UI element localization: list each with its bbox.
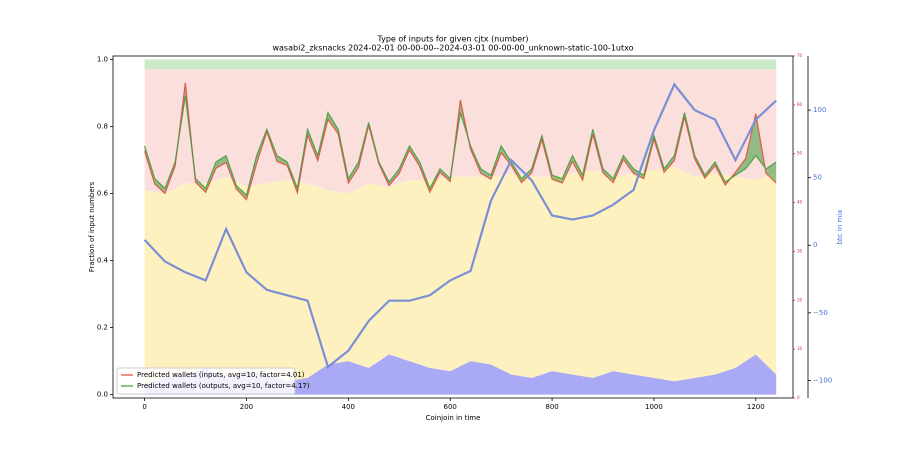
y3-tick-label: 50 (813, 174, 822, 182)
x-tick-label: 1000 (645, 403, 663, 411)
y2-tick-label: 10 (797, 346, 803, 351)
x-axis-label: Coinjoin in time (426, 414, 481, 422)
legend-label: Predicted wallets (inputs, avg=10, facto… (137, 371, 305, 379)
y3-tick-label: −50 (813, 309, 828, 317)
y-axis-label: Fraction of input numbers (88, 181, 96, 272)
x-tick-label: 800 (545, 403, 558, 411)
x-tick-label: 0 (142, 403, 146, 411)
y2-tick-label: 70 (797, 53, 803, 58)
y3-tick-label: 0 (813, 241, 817, 249)
legend-box (116, 367, 296, 395)
y2-tick-label: 0 (797, 395, 800, 400)
y3-axis-label: btc in mix (836, 210, 844, 245)
legend-label: Predicted wallets (outputs, avg=10, fact… (137, 382, 310, 390)
x-tick-label: 600 (444, 403, 457, 411)
chart-title: Type of inputs for given cjtx (number) (376, 35, 528, 44)
chart-subtitle: wasabi2_zksnacks 2024-02-01 00-00-00--20… (272, 44, 633, 53)
y3-tick-label: 100 (813, 106, 826, 114)
y-tick-label: 0.6 (97, 189, 109, 197)
x-tick-label: 200 (240, 403, 253, 411)
y2-tick-label: 50 (797, 151, 803, 156)
y-tick-label: 0.4 (97, 257, 109, 265)
series-line (144, 82, 777, 201)
btc-line (143, 82, 777, 369)
stack-area (144, 59, 777, 70)
y2-tick-label: 40 (797, 200, 803, 205)
y3-tick-label: −100 (813, 376, 832, 384)
x-tick-label: 400 (342, 403, 355, 411)
y2-tick-label: 20 (797, 297, 803, 302)
y-tick-label: 0.8 (97, 122, 108, 130)
y-tick-label: 0.0 (97, 391, 108, 399)
y2-tick-label: 30 (797, 248, 803, 253)
y-tick-label: 0.2 (97, 324, 108, 332)
x-tick-label: 1200 (747, 403, 765, 411)
stack-area (144, 354, 777, 395)
series-line (144, 95, 777, 197)
plot-frame (112, 55, 794, 399)
y2-tick-label: 60 (797, 102, 803, 107)
y-tick-label: 1.0 (97, 55, 108, 63)
